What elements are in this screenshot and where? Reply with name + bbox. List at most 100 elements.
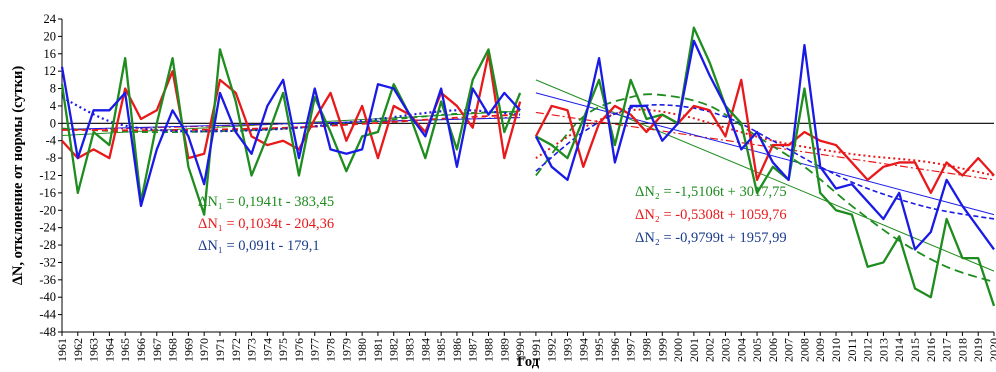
y-tick-label: -40 <box>39 290 56 304</box>
y-tick-label: -20 <box>39 203 56 217</box>
x-tick-label: 1962 <box>71 338 85 362</box>
y-tick-label: -4 <box>46 134 57 148</box>
x-tick-label: 1972 <box>229 338 243 362</box>
x-tick-label: 2005 <box>750 338 764 362</box>
x-tick-label: 1961 <box>55 338 69 362</box>
x-tick-label: 1990 <box>513 338 527 362</box>
y-tick-label: -28 <box>39 238 56 252</box>
x-tick-label: 1996 <box>608 338 622 362</box>
x-tick-label: 2000 <box>671 338 685 362</box>
x-tick-label: 1999 <box>655 338 669 362</box>
poly-trend-red-1 <box>61 113 521 132</box>
x-tick-label: 2020 <box>987 338 996 362</box>
x-tick-label: 1988 <box>482 338 496 362</box>
x-tick-label: 1975 <box>276 338 290 362</box>
trend-equation: ΔN₁ = 0,091t - 179,1 <box>198 238 320 254</box>
y-axis-label: ΔN, отклонение от нормы (сутки) <box>10 66 26 286</box>
labels: ΔN, отклонение от нормы (сутки) Год ΔN₁ = … <box>10 66 787 370</box>
x-tick-label: 1991 <box>529 338 543 362</box>
x-tick-label: 1979 <box>339 338 353 362</box>
y-tick-label: 20 <box>44 29 57 43</box>
x-tick-label: 1965 <box>118 338 132 362</box>
x-tick-label: 2002 <box>703 338 717 362</box>
x-tick-label: 2015 <box>908 338 922 362</box>
poly-trend-red-2 <box>535 108 995 177</box>
y-tick-label: -48 <box>39 325 56 339</box>
x-tick-label: 1971 <box>213 338 227 362</box>
x-tick-label: 1992 <box>545 338 559 362</box>
y-tick-label: -36 <box>39 273 56 287</box>
trend-equation: ΔN₁ = 0,1034t - 204,36 <box>198 216 334 232</box>
x-tick-label: 1995 <box>592 338 606 362</box>
x-tick-label: 1973 <box>245 338 259 362</box>
x-tick-label: 2001 <box>687 338 701 362</box>
axes: -48-44-40-36-32-28-24-20-16-12-8-4048121… <box>39 12 996 362</box>
x-tick-label: 1981 <box>371 338 385 362</box>
linear-trend-green-2 <box>535 79 995 272</box>
y-tick-label: 0 <box>50 116 56 130</box>
x-tick-label: 2009 <box>813 338 827 362</box>
x-tick-label: 1976 <box>292 338 306 362</box>
x-tick-label: 2007 <box>782 338 796 362</box>
x-tick-label: 1974 <box>260 338 274 362</box>
x-tick-label: 1969 <box>181 338 195 362</box>
x-tick-label: 2004 <box>734 338 748 362</box>
series-red-period-2 <box>534 78 995 195</box>
x-tick-label: 1998 <box>639 338 653 362</box>
x-tick-label: 2019 <box>971 338 985 362</box>
x-axis-label: Год <box>517 354 540 370</box>
y-tick-label: -12 <box>39 169 56 183</box>
x-tick-label: 1977 <box>308 338 322 362</box>
trend-equation: ΔN₂ = -1,5106t + 3017,75 <box>635 184 787 200</box>
y-tick-label: -8 <box>46 151 56 165</box>
x-tick-label: 2013 <box>876 338 890 362</box>
x-tick-label: 2010 <box>829 338 843 362</box>
y-tick-label: 24 <box>44 12 57 26</box>
x-tick-label: 2018 <box>955 338 969 362</box>
x-tick-label: 2016 <box>924 338 938 362</box>
series-red-period-1 <box>61 52 522 160</box>
x-tick-label: 2017 <box>940 338 954 362</box>
series-lines <box>60 26 996 307</box>
x-tick-label: 2006 <box>766 338 780 362</box>
y-tick-label: 16 <box>44 47 57 61</box>
poly-trend-green-1 <box>61 110 521 134</box>
x-tick-label: 1993 <box>560 338 574 362</box>
x-tick-label: 1986 <box>450 338 464 362</box>
x-tick-label: 1967 <box>150 338 164 362</box>
x-tick-label: 1987 <box>466 338 480 362</box>
y-tick-label: -44 <box>39 308 56 322</box>
y-tick-label: -16 <box>39 186 56 200</box>
trend-equation: ΔN₂ = -0,9799t + 1957,99 <box>635 230 787 246</box>
series-blue-period-2 <box>534 39 995 251</box>
trend-equation: ΔN₂ = -0,5308t + 1059,76 <box>635 207 787 223</box>
x-tick-label: 2008 <box>797 338 811 362</box>
y-tick-label: -24 <box>39 221 56 235</box>
x-tick-label: 2003 <box>718 338 732 362</box>
x-tick-label: 1997 <box>624 338 638 362</box>
x-tick-label: 1994 <box>576 338 590 362</box>
x-tick-label: 2012 <box>861 338 875 362</box>
x-tick-label: 1984 <box>418 338 432 362</box>
x-tick-label: 1978 <box>324 338 338 362</box>
x-tick-label: 1985 <box>434 338 448 362</box>
y-tick-label: 4 <box>50 99 57 113</box>
y-tick-label: -32 <box>39 255 56 269</box>
y-tick-label: 12 <box>44 64 57 78</box>
trend-equation: ΔN₁ = 0,1941t - 383,45 <box>198 194 334 210</box>
y-tick-label: 8 <box>50 82 56 96</box>
x-tick-label: 1963 <box>87 338 101 362</box>
x-tick-label: 2011 <box>845 338 859 362</box>
x-tick-label: 1966 <box>134 338 148 362</box>
x-tick-label: 1982 <box>387 338 401 362</box>
x-tick-label: 1970 <box>197 338 211 362</box>
series-green-period-1 <box>60 48 522 216</box>
series-green-period-2 <box>535 26 996 307</box>
x-tick-label: 1983 <box>403 338 417 362</box>
x-tick-label: 1968 <box>166 338 180 362</box>
x-tick-label: 1989 <box>497 338 511 362</box>
poly-trend-green-2 <box>535 93 995 283</box>
series-blue-period-1 <box>60 66 521 208</box>
x-tick-label: 1964 <box>102 338 116 362</box>
